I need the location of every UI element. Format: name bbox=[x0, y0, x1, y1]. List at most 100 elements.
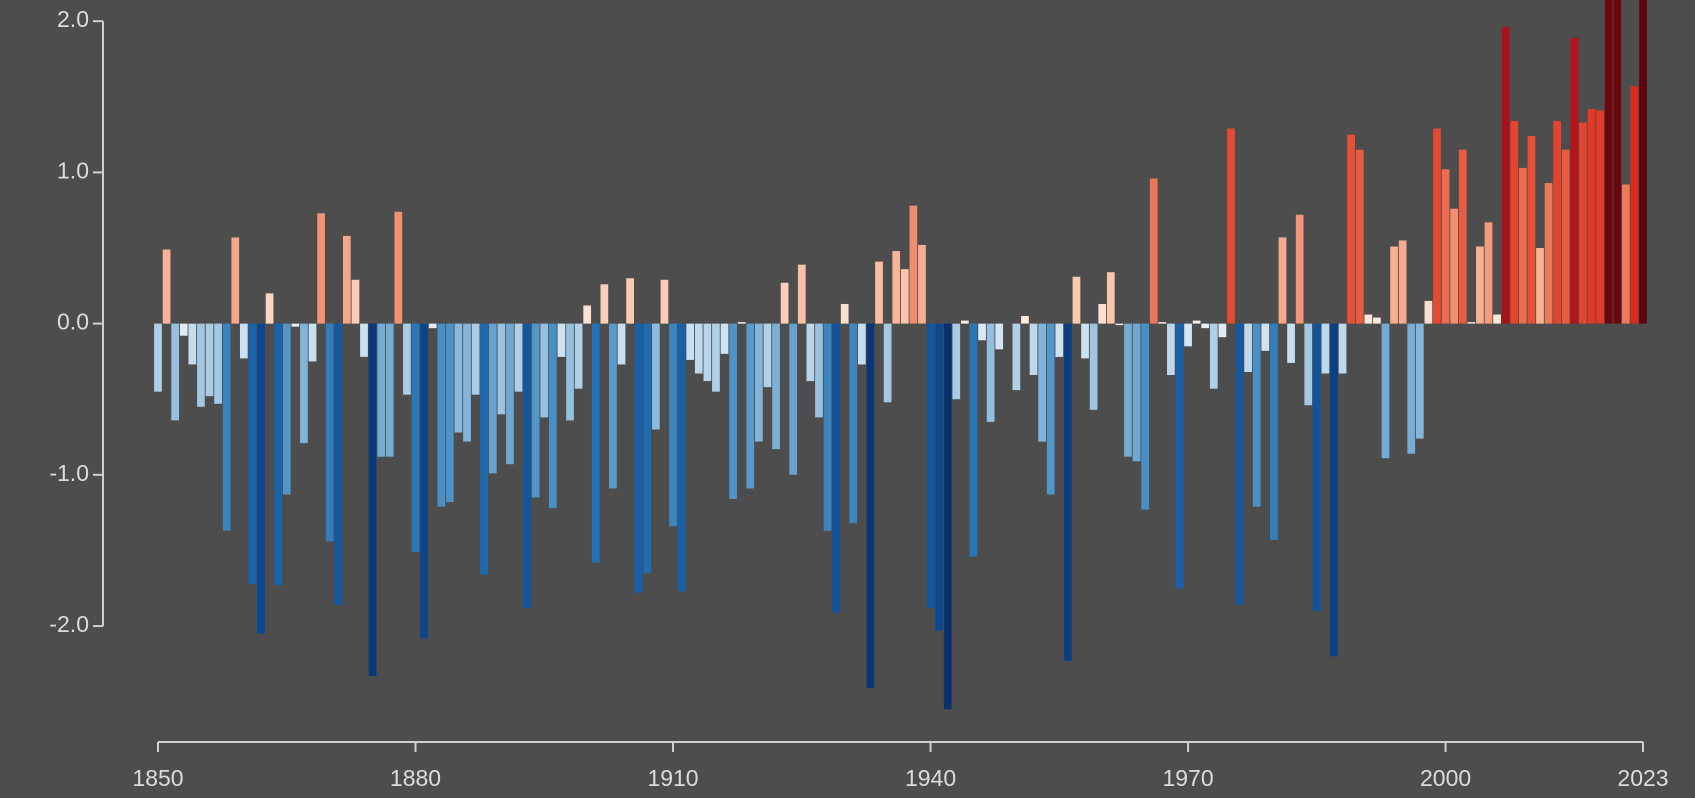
bar bbox=[162, 249, 171, 324]
bar bbox=[789, 323, 798, 475]
bar bbox=[1124, 323, 1132, 457]
bar bbox=[900, 269, 909, 324]
bar bbox=[995, 323, 1004, 350]
bar bbox=[342, 235, 351, 324]
bar bbox=[1244, 323, 1253, 373]
bar bbox=[797, 264, 806, 324]
bar bbox=[755, 323, 763, 442]
bar bbox=[763, 323, 772, 388]
bar bbox=[737, 322, 746, 324]
bar bbox=[1141, 323, 1150, 510]
bar bbox=[969, 323, 978, 557]
bar bbox=[694, 323, 703, 374]
bar bbox=[1270, 323, 1278, 540]
bar bbox=[548, 323, 557, 509]
bar bbox=[1201, 323, 1210, 329]
bar bbox=[1029, 323, 1038, 376]
bar bbox=[686, 323, 695, 360]
bar bbox=[1441, 169, 1450, 324]
bar bbox=[188, 323, 197, 365]
bar bbox=[488, 323, 497, 474]
bar bbox=[497, 323, 506, 415]
bar bbox=[540, 323, 549, 418]
bar bbox=[806, 323, 815, 382]
bar bbox=[849, 323, 858, 524]
bar bbox=[154, 323, 162, 392]
bar bbox=[832, 323, 840, 613]
bar bbox=[1493, 314, 1501, 324]
bar bbox=[643, 323, 652, 574]
bar bbox=[1046, 323, 1055, 495]
bar bbox=[840, 303, 849, 324]
bar bbox=[669, 323, 677, 527]
bar bbox=[1218, 323, 1227, 338]
bar bbox=[1115, 323, 1124, 326]
bar bbox=[703, 323, 712, 382]
bar bbox=[1424, 300, 1433, 324]
bar bbox=[1081, 323, 1089, 359]
bar bbox=[574, 323, 583, 389]
bar bbox=[677, 323, 686, 592]
bar bbox=[883, 323, 892, 403]
bar bbox=[1055, 323, 1064, 357]
bar bbox=[222, 323, 231, 531]
bar bbox=[858, 323, 866, 365]
bar bbox=[179, 323, 188, 336]
bar bbox=[248, 323, 257, 584]
bar bbox=[1587, 108, 1596, 324]
bar bbox=[385, 323, 394, 457]
y-tick-label: 0.0 bbox=[57, 309, 89, 335]
bar bbox=[1433, 128, 1441, 324]
bar bbox=[1398, 240, 1407, 324]
bar bbox=[1450, 208, 1459, 324]
bar bbox=[1536, 248, 1544, 324]
bars bbox=[154, 0, 1647, 710]
bar bbox=[1072, 276, 1081, 324]
bar bbox=[1639, 0, 1647, 324]
bar bbox=[308, 323, 317, 362]
bar bbox=[1312, 323, 1321, 611]
bar bbox=[1381, 323, 1390, 459]
bar bbox=[1184, 323, 1192, 347]
x-tick-label: 1850 bbox=[132, 765, 183, 791]
bar bbox=[1553, 120, 1562, 324]
bar bbox=[660, 279, 669, 324]
bar bbox=[780, 282, 789, 324]
bar bbox=[557, 323, 566, 357]
bar bbox=[171, 323, 180, 421]
bar bbox=[403, 323, 411, 395]
bar bbox=[317, 213, 325, 324]
bar bbox=[651, 323, 660, 430]
bar bbox=[935, 323, 943, 631]
bar bbox=[377, 323, 386, 457]
bar bbox=[420, 323, 428, 639]
x-tick-label: 2000 bbox=[1420, 765, 1471, 791]
bar bbox=[1476, 246, 1484, 324]
bar bbox=[1501, 27, 1510, 324]
bar bbox=[368, 323, 377, 676]
bar bbox=[1510, 120, 1519, 324]
bar bbox=[986, 323, 995, 422]
bar bbox=[1364, 314, 1373, 324]
bar bbox=[943, 323, 952, 710]
bar bbox=[291, 323, 300, 327]
bar bbox=[875, 261, 883, 324]
bar bbox=[197, 323, 205, 407]
bar bbox=[300, 323, 308, 444]
bar bbox=[1570, 37, 1579, 324]
bar bbox=[1012, 323, 1021, 391]
bar bbox=[1175, 323, 1184, 589]
bar bbox=[1038, 323, 1046, 442]
bar bbox=[823, 323, 832, 531]
bar bbox=[746, 323, 755, 489]
bar bbox=[617, 323, 626, 365]
bar bbox=[1544, 182, 1553, 324]
bar bbox=[1167, 323, 1175, 376]
bar bbox=[1321, 323, 1330, 374]
bar bbox=[411, 323, 420, 552]
bar bbox=[909, 205, 918, 324]
bar bbox=[634, 323, 643, 593]
bar bbox=[926, 323, 935, 608]
